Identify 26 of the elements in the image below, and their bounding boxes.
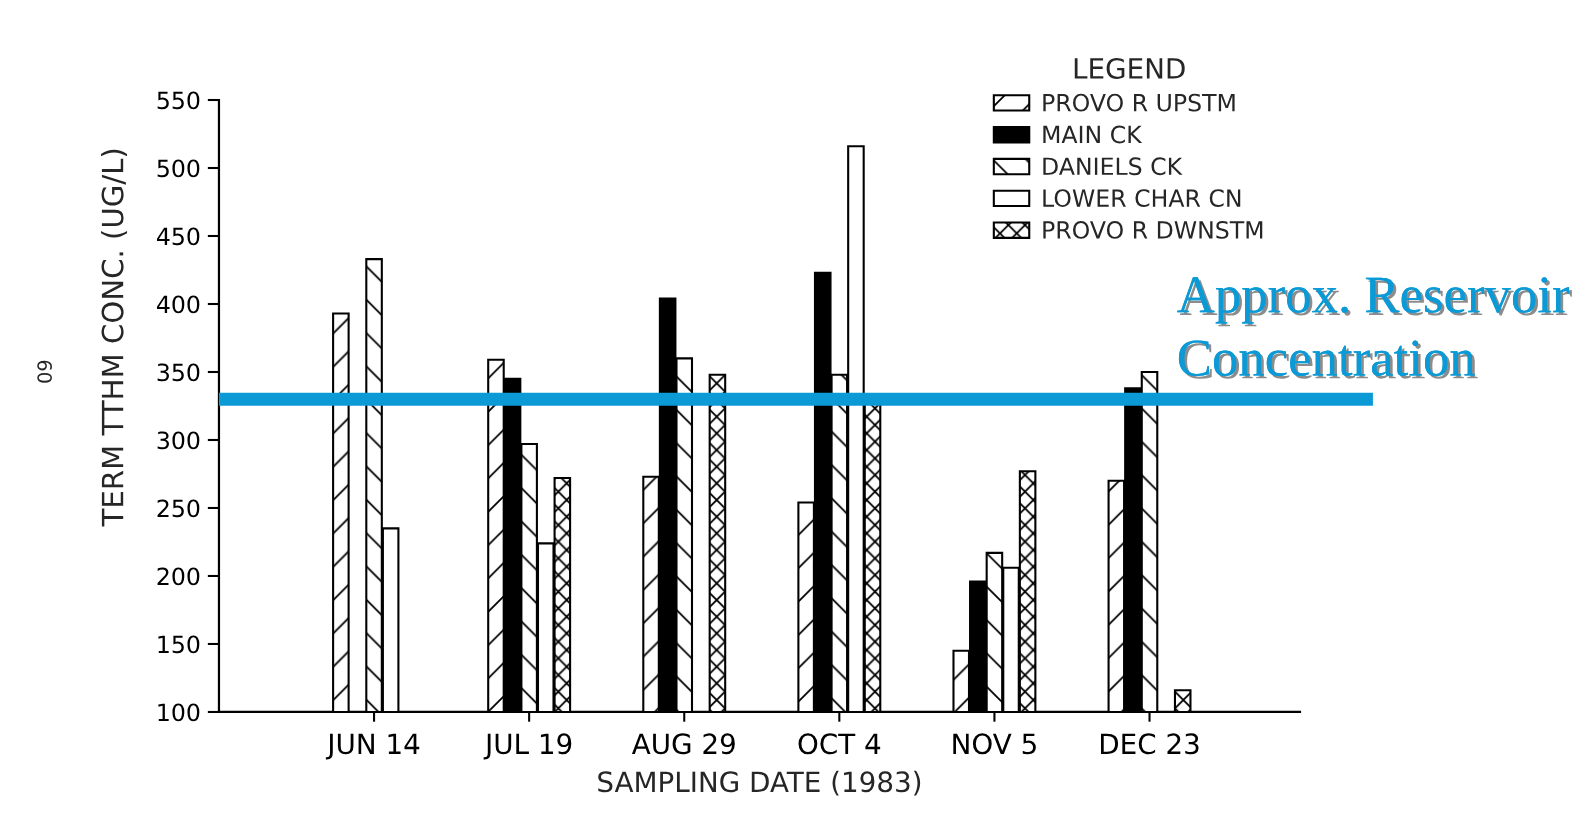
x-tick-label: JUL 19 bbox=[483, 733, 572, 760]
x-tick-label: OCT 4 bbox=[798, 733, 881, 755]
text: 60 bbox=[37, 360, 52, 383]
y-tick-label: 200 bbox=[157, 567, 200, 586]
legend-label: LOWER CHAR CN bbox=[1043, 189, 1241, 208]
y-tick-label: 100 bbox=[158, 703, 200, 722]
ref-line-label: Approx. Reservoir Concentration bbox=[1177, 277, 1572, 379]
y-tick-label: 150 bbox=[158, 635, 200, 654]
y-tick-label: 350 bbox=[157, 363, 200, 382]
y-tick-label: 550 bbox=[157, 91, 200, 110]
y-tick-label: 500 bbox=[157, 159, 200, 178]
y-tick-label: 250 bbox=[157, 499, 200, 518]
legend-label: PROVO R DWNSTM bbox=[1043, 220, 1263, 239]
x-axis-title: SAMPLING DATE (1983) bbox=[598, 770, 921, 796]
legend-title: LEGEND bbox=[1074, 57, 1185, 79]
legend-label: MAIN CK bbox=[1043, 125, 1143, 144]
y-tick-label: 300 bbox=[157, 431, 200, 450]
legend-label: PROVO R UPSTM bbox=[1043, 93, 1235, 112]
x-tick-label: AUG 29 bbox=[631, 733, 735, 755]
x-tick-label: DEC 23 bbox=[1100, 733, 1199, 755]
legend-label: DANIELS CK bbox=[1043, 157, 1183, 176]
y-tick-label: 450 bbox=[157, 227, 200, 246]
y-axis-title: TERM TTHM CONC. (UG/L) bbox=[101, 149, 128, 527]
x-tick-label: JUN 14 bbox=[325, 733, 420, 760]
x-tick-label: NOV 5 bbox=[953, 733, 1036, 755]
y-tick-label: 400 bbox=[157, 295, 200, 314]
